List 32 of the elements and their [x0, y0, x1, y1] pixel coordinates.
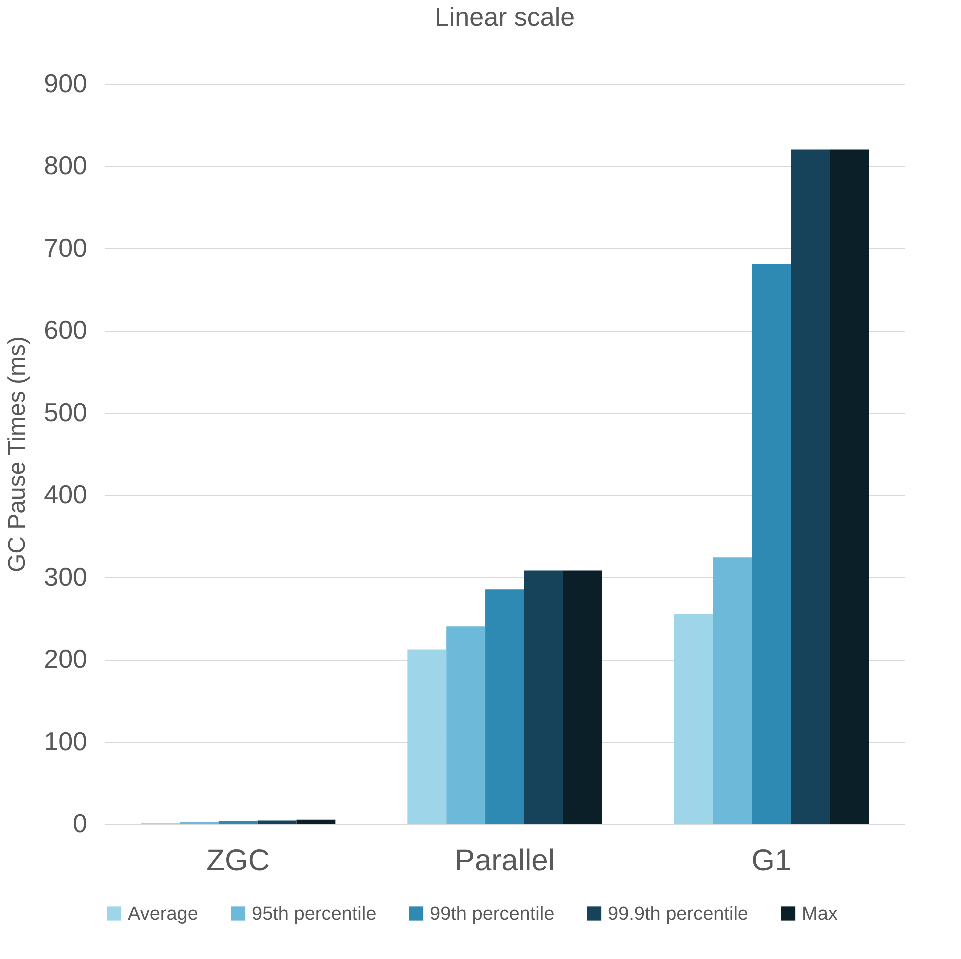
bar [296, 820, 336, 824]
y-tick-label: 900 [44, 68, 88, 98]
legend-label: 99th percentile [430, 904, 555, 925]
y-tick-label: 500 [44, 397, 88, 428]
chart-title: Linear scale [434, 2, 576, 32]
x-tick-label: Parallel [454, 844, 556, 878]
bar [524, 570, 564, 824]
bar [408, 650, 447, 824]
y-tick-label: 200 [44, 644, 88, 674]
bar [752, 264, 792, 824]
bar [446, 626, 486, 824]
legend-label: 95th percentile [252, 904, 377, 925]
bar [258, 820, 297, 824]
legend-label: 99.9th percentile [608, 904, 748, 925]
x-tick-label: ZGC [206, 844, 270, 878]
x-tick-label: G1 [752, 844, 792, 878]
bar [563, 570, 602, 824]
bar [486, 590, 524, 824]
y-axis-title: GC Pause Times (ms) [4, 336, 32, 573]
bar [791, 150, 830, 824]
bar [713, 558, 752, 824]
y-tick-label: 700 [44, 232, 88, 263]
legend-label: Average [128, 904, 198, 925]
legend-label: Max [802, 904, 838, 925]
y-tick-label: 300 [44, 562, 88, 592]
y-tick-label: 800 [44, 150, 88, 181]
bar [830, 150, 869, 824]
y-tick-label: 400 [44, 480, 88, 510]
y-tick-label: 100 [44, 726, 88, 756]
y-tick-label: 600 [44, 315, 88, 346]
y-tick-label: 0 [73, 808, 88, 838]
bar [674, 614, 714, 824]
